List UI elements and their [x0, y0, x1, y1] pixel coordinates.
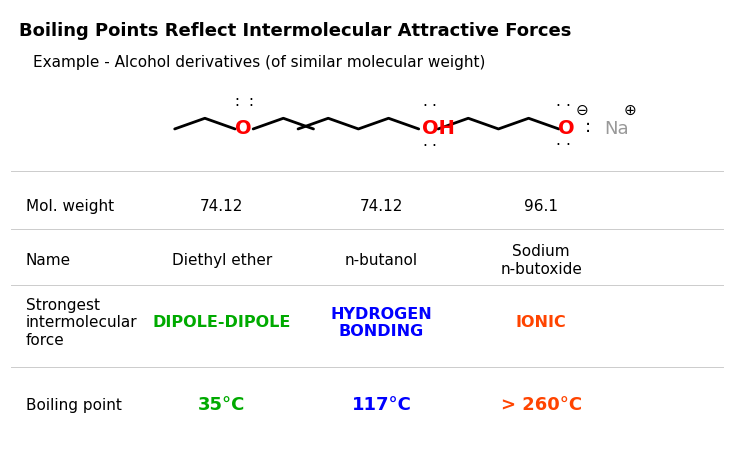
Text: 96.1: 96.1	[524, 199, 558, 214]
Text: Boiling Points Reflect Intermolecular Attractive Forces: Boiling Points Reflect Intermolecular At…	[18, 22, 571, 40]
Text: ·: ·	[566, 138, 570, 153]
Text: ·: ·	[422, 99, 427, 114]
Text: Mol. weight: Mol. weight	[26, 199, 114, 214]
Text: ·: ·	[556, 138, 561, 153]
Text: ·: ·	[566, 99, 570, 114]
Text: DIPOLE-DIPOLE: DIPOLE-DIPOLE	[153, 316, 291, 331]
Text: OH: OH	[421, 119, 454, 138]
Text: ·: ·	[249, 94, 253, 109]
Text: :: :	[585, 118, 591, 136]
Text: Name: Name	[26, 253, 71, 268]
Text: ·: ·	[234, 94, 239, 109]
Text: ·: ·	[556, 99, 561, 114]
Text: 74.12: 74.12	[360, 199, 403, 214]
Text: O: O	[558, 119, 574, 138]
Text: Example - Alcohol derivatives (of similar molecular weight): Example - Alcohol derivatives (of simila…	[33, 55, 486, 70]
Text: IONIC: IONIC	[516, 316, 567, 331]
Text: Boiling point: Boiling point	[26, 398, 122, 413]
Text: Strongest
intermolecular
force: Strongest intermolecular force	[26, 298, 137, 348]
Text: 35°C: 35°C	[198, 396, 246, 414]
Text: Sodium
n-butoxide: Sodium n-butoxide	[501, 244, 582, 276]
Text: n-butanol: n-butanol	[345, 253, 418, 268]
Text: ·: ·	[432, 139, 437, 154]
Text: O: O	[236, 119, 252, 138]
Text: ·: ·	[249, 99, 253, 114]
Text: ⊖: ⊖	[575, 103, 589, 118]
Text: ·: ·	[234, 99, 239, 114]
Text: HYDROGEN
BONDING: HYDROGEN BONDING	[330, 306, 432, 339]
Text: > 260°C: > 260°C	[501, 396, 582, 414]
Text: ·: ·	[432, 99, 437, 114]
Text: Na: Na	[604, 120, 628, 138]
Text: Diethyl ether: Diethyl ether	[172, 253, 272, 268]
Text: 117°C: 117°C	[352, 396, 412, 414]
Text: 74.12: 74.12	[200, 199, 244, 214]
Text: ·: ·	[422, 139, 427, 154]
Text: ⊕: ⊕	[623, 103, 636, 118]
